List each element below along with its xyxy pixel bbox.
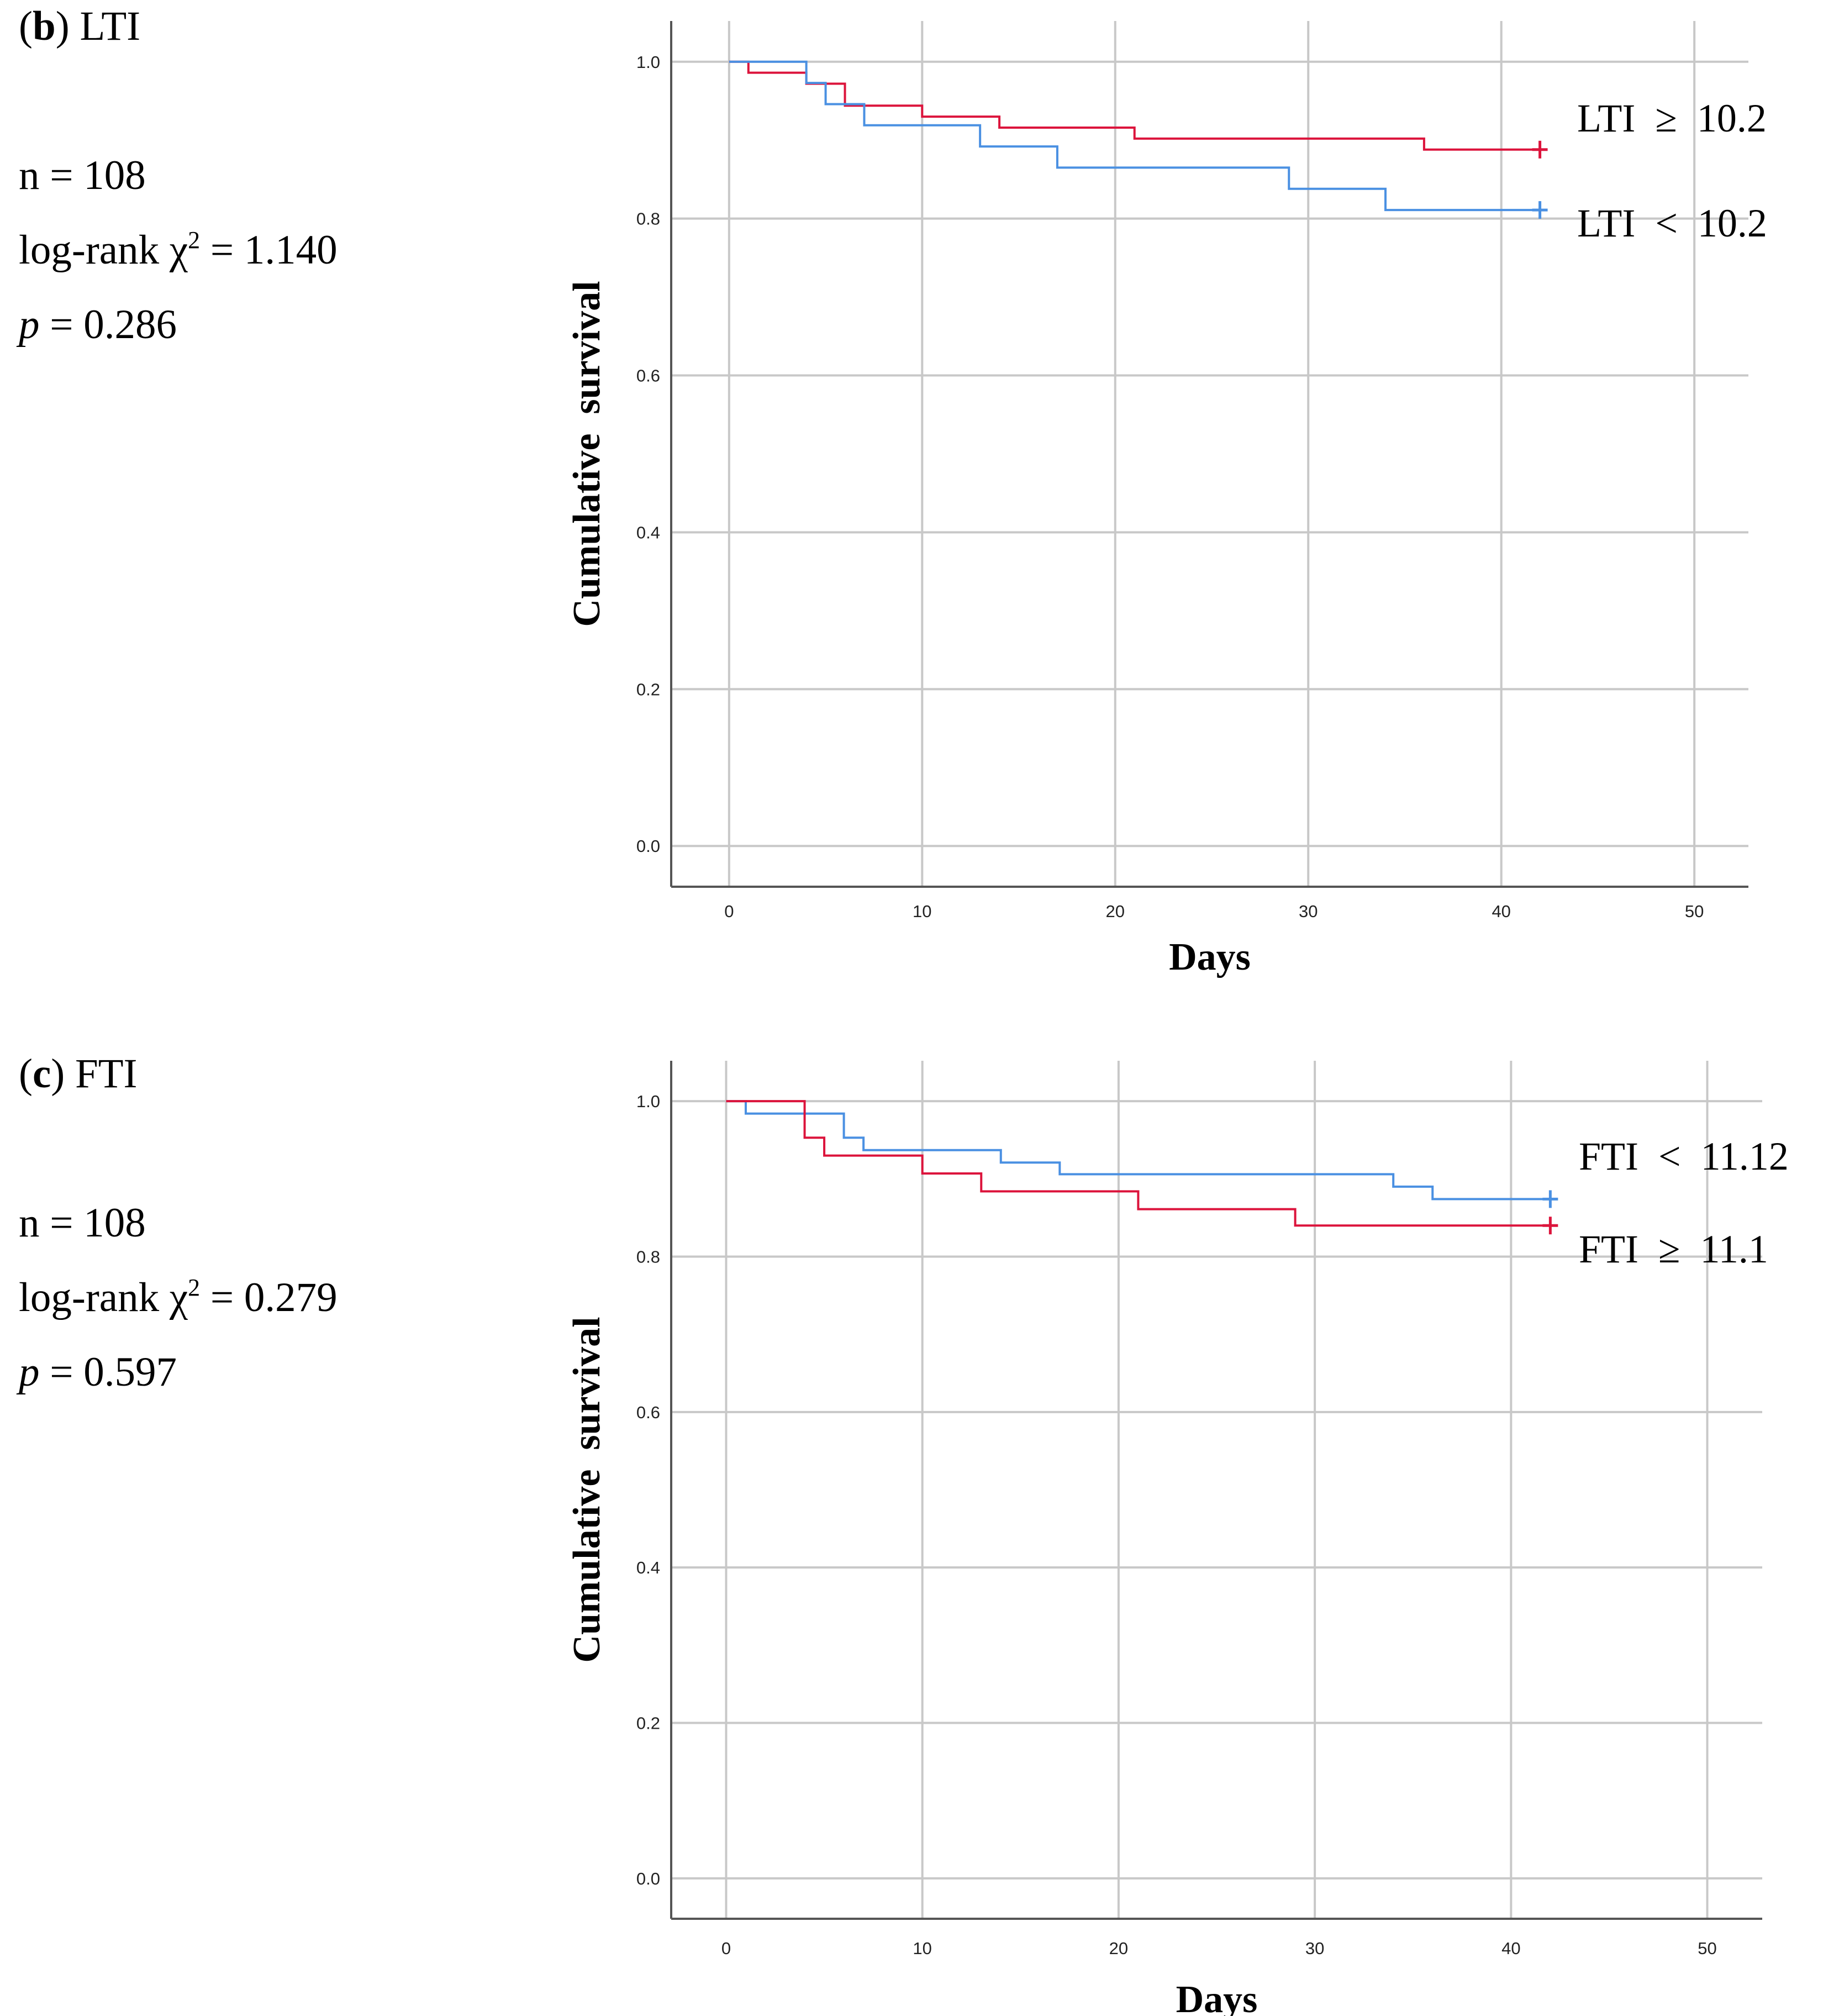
x-tick-label: 40 [1501,1939,1520,1958]
x-tick-label: 0 [724,902,734,921]
y-axis-title: Cumulative survival [566,281,608,627]
series-label: LTI ≥ 10.2 [1577,96,1767,140]
x-axis-title: Days [1176,1978,1258,2016]
panel-c-n: n = 108 [19,1200,146,1246]
logrank-sup: 2 [188,227,201,254]
y-tick-label: 1.0 [636,52,660,72]
y-tick-label: 0.2 [636,680,660,699]
panel-c-heading: (c) FTI [19,1051,138,1097]
x-tick-label: 20 [1109,1939,1128,1958]
panel-name: FTI [75,1051,138,1097]
panel-b-n: n = 108 [19,152,146,198]
x-tick-label: 40 [1492,902,1510,921]
p-value: = 0.286 [39,302,177,348]
survival-curve-blue [726,1100,1551,1201]
logrank-prefix: log-rank χ [19,1275,188,1320]
survival-chart-lti: 0 10 20 30 40 50 0.0 0.2 0.4 0.6 0.8 1.0 Days Cumulat… [566,21,1767,978]
x-tick-label: 10 [913,902,931,921]
p-symbol: p [19,1349,40,1395]
series-label: FTI ≥ 11.1 [1579,1227,1768,1271]
y-tick-label: 0.2 [636,1714,660,1733]
y-tick-label: 0.4 [636,523,660,542]
logrank-value: = 1.140 [200,227,338,273]
y-tick-label: 0.6 [636,1403,660,1422]
y-tick-label: 0.8 [636,1247,660,1266]
y-axis-title: Cumulative survival [566,1317,608,1662]
p-value: = 0.597 [39,1349,177,1395]
panel-c-logrank: log-rank χ2 = 0.279 [19,1274,338,1320]
panel-b-p: p = 0.286 [19,304,177,345]
survival-curve-red [729,60,1540,151]
series-label: FTI < 11.12 [1579,1134,1789,1178]
panel-letter: c [32,1051,51,1097]
panel-c: (c) FTI n = 108 log-rank χ2 = 0.279 p = … [0,1028,1839,2016]
logrank-value: = 0.279 [200,1275,338,1320]
y-tick-label: 1.0 [636,1092,660,1111]
logrank-sup: 2 [188,1274,201,1301]
x-tick-label: 30 [1305,1939,1324,1958]
x-tick-label: 10 [913,1939,931,1958]
survival-chart-fti: 0 10 20 30 40 50 0.0 0.2 0.4 0.6 0.8 1.0 Days Cumulat… [566,1061,1789,2016]
p-symbol: p [19,302,40,348]
survival-curve-red [726,1100,1551,1227]
y-tick-label: 0.0 [636,1869,660,1888]
panel-letter: b [32,3,56,49]
series-label: LTI < 10.2 [1577,201,1767,245]
x-tick-label: 20 [1106,902,1125,921]
x-tick-label: 50 [1698,1939,1716,1958]
panel-name: LTI [80,3,141,49]
panel-b: (b) LTI n = 108 log-rank χ2 = 1.140 p = … [0,0,1839,994]
x-tick-label: 50 [1685,902,1704,921]
y-tick-label: 0.8 [636,209,660,229]
logrank-prefix: log-rank χ [19,227,188,273]
panel-c-p: p = 0.597 [19,1351,177,1393]
panel-b-heading: (b) LTI [19,3,141,49]
x-tick-label: 30 [1299,902,1318,921]
x-axis-title: Days [1169,936,1251,978]
y-tick-label: 0.6 [636,366,660,386]
survival-curve-blue [729,60,1540,212]
x-tick-label: 0 [721,1939,731,1958]
y-tick-label: 0.4 [636,1558,660,1577]
y-tick-label: 0.0 [636,836,660,856]
panel-b-logrank: log-rank χ2 = 1.140 [19,227,338,273]
